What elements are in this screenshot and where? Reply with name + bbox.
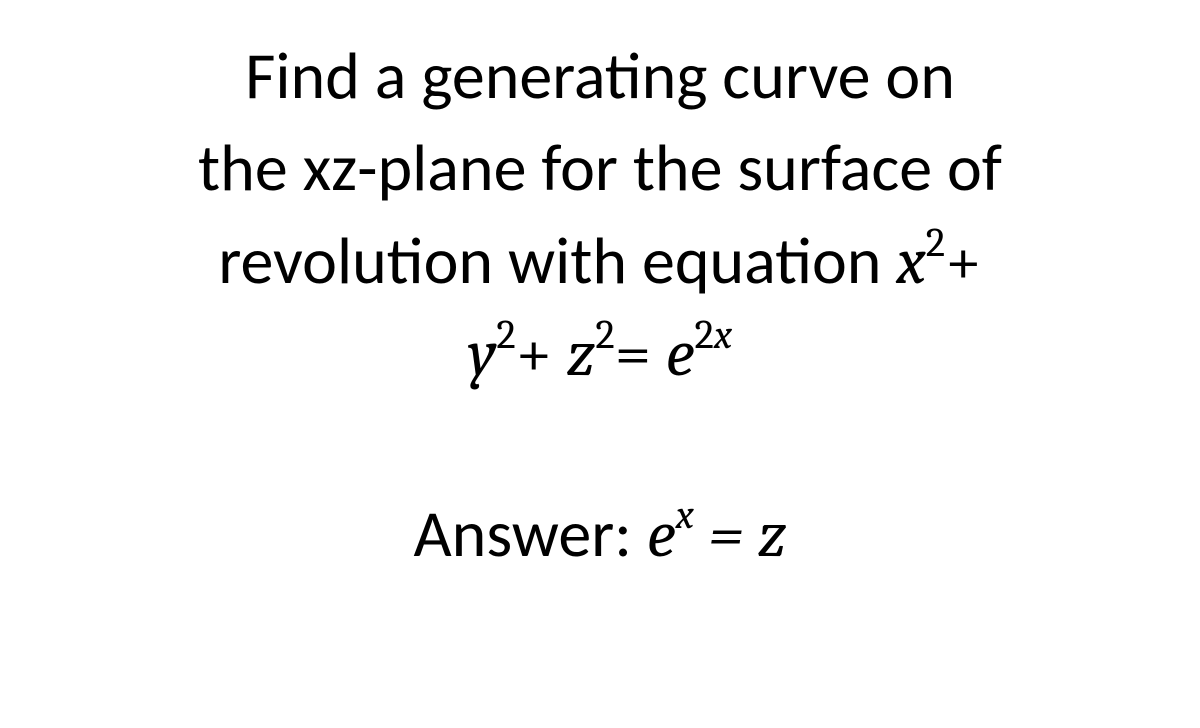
- exp-x-in-2x: x: [714, 312, 732, 359]
- variable-e: e: [666, 316, 695, 392]
- answer-equals-z: = z: [694, 497, 787, 573]
- plus-trailing: +: [945, 224, 982, 300]
- variable-z: z: [567, 316, 596, 392]
- exponent-2-first: 2: [926, 220, 945, 267]
- variable-x: x: [896, 224, 925, 300]
- exp-2-in-2x: 2: [695, 312, 714, 359]
- answer-exponent-x: x: [676, 492, 694, 539]
- problem-text-line-1: Find a generating curve on: [20, 30, 1180, 122]
- equals-sign: =: [615, 316, 666, 392]
- answer-label: Answer:: [413, 493, 646, 574]
- exponent-2-z: 2: [595, 312, 614, 359]
- exponent-2-y: 2: [496, 312, 515, 359]
- plus-sign-2: +: [516, 316, 567, 392]
- problem-container: Find a generating curve on the xz-plane …: [20, 30, 1180, 578]
- variable-y: y: [468, 316, 496, 392]
- problem-text-line-3: revolution with equation x2+: [20, 215, 1180, 308]
- answer-section: Answer: ex = z: [20, 491, 1180, 579]
- answer-e: e: [647, 497, 676, 573]
- problem-line3-prefix: revolution with equation: [218, 220, 896, 301]
- exponent-2x: 2x: [695, 312, 733, 359]
- problem-text-line-2: the xz-plane for the surface of: [20, 122, 1180, 214]
- equation-line: y2+ z2= e2x: [20, 308, 1180, 400]
